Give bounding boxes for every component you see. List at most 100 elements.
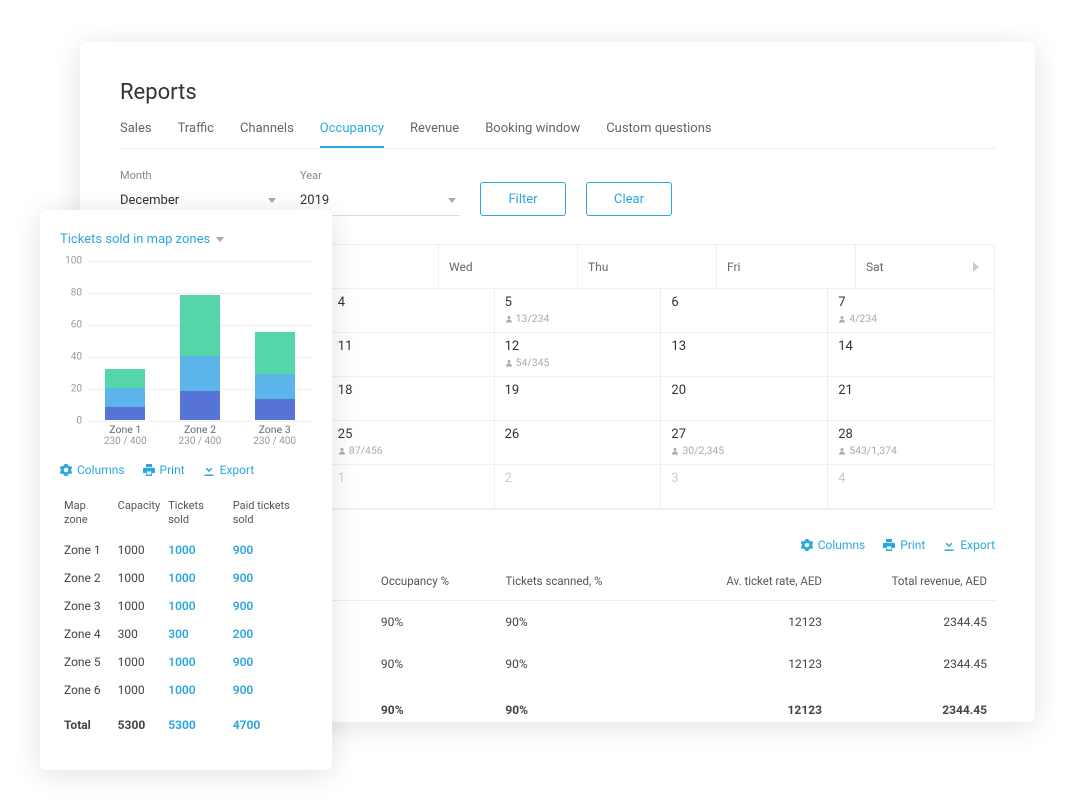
filter-button[interactable]: Filter — [480, 182, 566, 216]
calendar-cell[interactable]: 7 4/234 — [828, 289, 994, 333]
table-row: Zone 510001000900 — [60, 648, 312, 676]
export-button[interactable]: Export — [203, 463, 255, 477]
calendar-cell[interactable]: 28 543/1,374 — [828, 421, 994, 465]
calendar-cell-stat: 543/1,374 — [838, 444, 897, 457]
print-button[interactable]: Print — [883, 538, 925, 552]
zones-table: Map zoneCapacityTickets soldPaid tickets… — [60, 491, 312, 739]
tab-traffic[interactable]: Traffic — [178, 121, 214, 148]
calendar-cell[interactable]: 19 — [495, 377, 662, 421]
calendar-cell[interactable]: 5 13/234 — [495, 289, 662, 333]
calendar-day-number: 2 — [505, 471, 512, 486]
tab-occupancy[interactable]: Occupancy — [320, 121, 384, 148]
overlay-title-dropdown[interactable]: Tickets sold in map zones — [60, 232, 312, 247]
table-header: Tickets sold — [164, 491, 229, 536]
calendar-day-number: 18 — [338, 383, 353, 398]
chart-x-label: Zone 3230 / 400 — [235, 423, 315, 447]
calendar-cell[interactable]: 20 — [661, 377, 828, 421]
calendar-cell[interactable]: 1 — [328, 465, 495, 509]
chart-y-tick: 80 — [60, 288, 82, 299]
calendar-cell[interactable]: 18 — [328, 377, 495, 421]
tabs-bar: Sales Traffic Channels Occupancy Revenue Book… — [120, 121, 995, 149]
table-row: Zone 4300300200 — [60, 620, 312, 648]
calendar-cell[interactable]: 3 — [661, 465, 828, 509]
download-icon — [203, 464, 215, 476]
calendar-cell[interactable]: 13 — [661, 333, 828, 377]
calendar-day-number: 14 — [838, 339, 853, 354]
calendar-day-number: 11 — [338, 339, 353, 354]
year-label: Year — [300, 169, 460, 182]
calendar-day-number: 5 — [505, 295, 512, 310]
chevron-down-icon — [448, 198, 456, 203]
chart-x-label: Zone 2230 / 400 — [160, 423, 240, 447]
filters-row: Month December Year 2019 Filter Clear — [120, 169, 995, 216]
chart-y-tick: 40 — [60, 352, 82, 363]
print-icon — [143, 464, 155, 476]
calendar-cell[interactable]: 26 — [495, 421, 662, 465]
calendar-day-number: 21 — [838, 383, 853, 398]
month-value: December — [120, 193, 179, 208]
calendar-day-number: 27 — [671, 427, 686, 442]
table-row: Zone 210001000900 — [60, 564, 312, 592]
calendar-cell[interactable]: 21 — [828, 377, 994, 421]
year-value: 2019 — [300, 193, 329, 208]
calendar-cell[interactable]: 4 — [828, 465, 994, 509]
table-header: Paid tickets sold — [229, 491, 312, 536]
calendar-cell[interactable]: 11 — [328, 333, 495, 377]
gear-icon — [60, 464, 72, 476]
calendar-day-header: Fri — [717, 245, 856, 289]
calendar-day-number: 12 — [505, 339, 520, 354]
chart-bar — [105, 369, 145, 420]
calendar-cell-stat: 4/234 — [838, 312, 877, 325]
columns-button[interactable]: Columns — [801, 538, 866, 552]
tab-booking-window[interactable]: Booking window — [485, 121, 580, 148]
calendar-cell-stat: 13/234 — [505, 312, 550, 325]
chart-y-tick: 0 — [60, 416, 82, 427]
chevron-down-icon — [216, 237, 224, 242]
print-button[interactable]: Print — [143, 463, 185, 477]
table-header: Occupancy % — [373, 564, 497, 601]
chart-x-label: Zone 1230 / 400 — [85, 423, 165, 447]
chart-bar — [255, 332, 295, 420]
calendar-day-number: 3 — [671, 471, 678, 486]
calendar-cell[interactable]: 14 — [828, 333, 994, 377]
calendar-cell-stat: 30/2,345 — [671, 444, 724, 457]
table-row: Zone 310001000900 — [60, 592, 312, 620]
export-button[interactable]: Export — [943, 538, 995, 552]
chart-y-tick: 100 — [60, 256, 82, 267]
zones-overlay-panel: Tickets sold in map zones 020406080100 Z… — [40, 210, 332, 770]
calendar-day-number: 6 — [671, 295, 678, 310]
calendar-day-number: 1 — [338, 471, 345, 486]
calendar-cell[interactable]: 6 — [661, 289, 828, 333]
calendar-day-number: 4 — [838, 471, 845, 486]
tab-channels[interactable]: Channels — [240, 121, 294, 148]
calendar-day-header: Wed — [439, 245, 578, 289]
overlay-tools: Columns Print Export — [60, 463, 312, 477]
month-label: Month — [120, 169, 280, 182]
tab-revenue[interactable]: Revenue — [410, 121, 459, 148]
calendar-day-number: 28 — [838, 427, 853, 442]
calendar-cell-stat: 87/456 — [338, 444, 383, 457]
table-row: Zone 110001000900 — [60, 536, 312, 564]
tab-sales[interactable]: Sales — [120, 121, 152, 148]
calendar-cell[interactable]: 2 — [495, 465, 662, 509]
table-totals-row: Total530053004700 — [60, 704, 312, 739]
calendar-cell[interactable]: 4 — [328, 289, 495, 333]
table-header: Tickets scanned, % — [497, 564, 664, 601]
gear-icon — [801, 539, 813, 551]
calendar-cell[interactable]: 25 87/456 — [328, 421, 495, 465]
columns-button[interactable]: Columns — [60, 463, 125, 477]
calendar-day-number: 20 — [671, 383, 686, 398]
calendar-day-number: 7 — [838, 295, 845, 310]
chevron-down-icon — [268, 198, 276, 203]
chart-bar — [180, 295, 220, 420]
table-header: Map zone — [60, 491, 114, 536]
calendar-cell[interactable]: 1254/345 — [495, 333, 662, 377]
print-icon — [883, 539, 895, 551]
clear-button[interactable]: Clear — [586, 182, 672, 216]
calendar-day-number: 25 — [338, 427, 353, 442]
tab-custom-questions[interactable]: Custom questions — [606, 121, 711, 148]
calendar-cell[interactable]: 27 30/2,345 — [661, 421, 828, 465]
calendar-day-header: Thu — [578, 245, 717, 289]
chart-y-tick: 20 — [60, 384, 82, 395]
zones-chart: 020406080100 Zone 1230 / 400Zone 2230 / … — [60, 261, 312, 451]
